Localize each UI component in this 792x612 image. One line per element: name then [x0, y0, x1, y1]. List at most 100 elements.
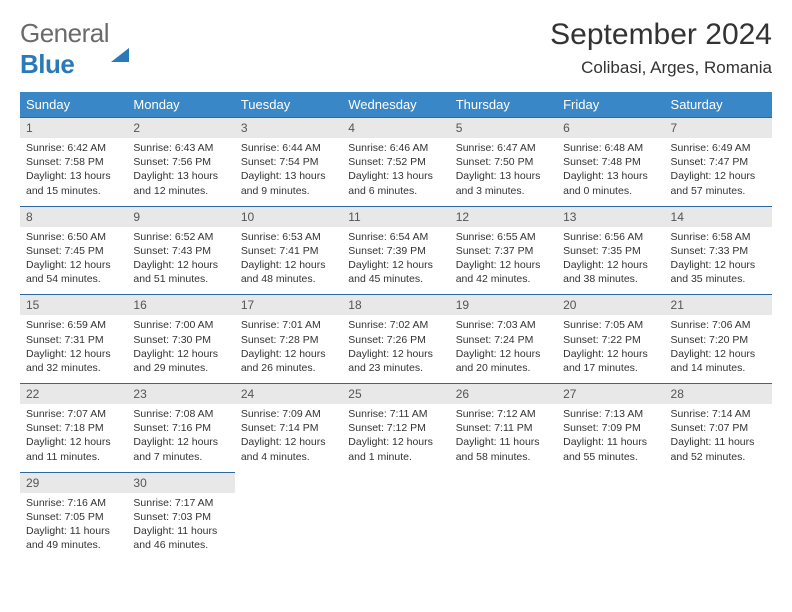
daylight-text: Daylight: 13 hours and 12 minutes.: [133, 169, 228, 197]
sunrise-text: Sunrise: 7:02 AM: [348, 318, 443, 332]
day-content-cell: Sunrise: 7:07 AMSunset: 7:18 PMDaylight:…: [20, 404, 127, 472]
sunrise-text: Sunrise: 6:58 AM: [671, 230, 766, 244]
sunset-text: Sunset: 7:05 PM: [26, 510, 121, 524]
sunset-text: Sunset: 7:09 PM: [563, 421, 658, 435]
daylight-text: Daylight: 12 hours and 45 minutes.: [348, 258, 443, 286]
day-content-cell: Sunrise: 7:17 AMSunset: 7:03 PMDaylight:…: [127, 493, 234, 561]
sunset-text: Sunset: 7:24 PM: [456, 333, 551, 347]
day-content-cell: Sunrise: 7:05 AMSunset: 7:22 PMDaylight:…: [557, 315, 664, 383]
day-number-cell: 23: [127, 384, 234, 405]
day-number-cell: 5: [450, 118, 557, 139]
day-number-cell: 7: [665, 118, 772, 139]
daylight-text: Daylight: 12 hours and 14 minutes.: [671, 347, 766, 375]
day-number-cell: 9: [127, 206, 234, 227]
daylight-text: Daylight: 11 hours and 55 minutes.: [563, 435, 658, 463]
sunset-text: Sunset: 7:35 PM: [563, 244, 658, 258]
day-number-cell: 18: [342, 295, 449, 316]
sunrise-text: Sunrise: 6:49 AM: [671, 141, 766, 155]
day-content-cell: Sunrise: 6:52 AMSunset: 7:43 PMDaylight:…: [127, 227, 234, 295]
daylight-text: Daylight: 13 hours and 6 minutes.: [348, 169, 443, 197]
sunset-text: Sunset: 7:20 PM: [671, 333, 766, 347]
sunrise-text: Sunrise: 6:59 AM: [26, 318, 121, 332]
daylight-text: Daylight: 12 hours and 1 minute.: [348, 435, 443, 463]
daylight-text: Daylight: 12 hours and 29 minutes.: [133, 347, 228, 375]
weekday-header: Wednesday: [342, 92, 449, 118]
day-number-cell: 3: [235, 118, 342, 139]
day-number-cell: 15: [20, 295, 127, 316]
daylight-text: Daylight: 12 hours and 42 minutes.: [456, 258, 551, 286]
sunset-text: Sunset: 7:56 PM: [133, 155, 228, 169]
day-content-cell: Sunrise: 7:12 AMSunset: 7:11 PMDaylight:…: [450, 404, 557, 472]
header: General Blue September 2024 Colibasi, Ar…: [20, 18, 772, 80]
daylight-text: Daylight: 11 hours and 49 minutes.: [26, 524, 121, 552]
sunrise-text: Sunrise: 6:50 AM: [26, 230, 121, 244]
sunrise-text: Sunrise: 7:07 AM: [26, 407, 121, 421]
day-number-cell: 21: [665, 295, 772, 316]
day-number-cell: 2: [127, 118, 234, 139]
daylight-text: Daylight: 13 hours and 3 minutes.: [456, 169, 551, 197]
sunrise-text: Sunrise: 6:52 AM: [133, 230, 228, 244]
day-number-cell: 17: [235, 295, 342, 316]
day-content-cell: Sunrise: 6:56 AMSunset: 7:35 PMDaylight:…: [557, 227, 664, 295]
calendar-table: SundayMondayTuesdayWednesdayThursdayFrid…: [20, 92, 772, 560]
day-number-cell: 27: [557, 384, 664, 405]
daylight-text: Daylight: 12 hours and 17 minutes.: [563, 347, 658, 375]
day-content-cell: [665, 493, 772, 561]
sunrise-text: Sunrise: 7:01 AM: [241, 318, 336, 332]
day-content-cell: [450, 493, 557, 561]
sunset-text: Sunset: 7:33 PM: [671, 244, 766, 258]
daylight-text: Daylight: 12 hours and 4 minutes.: [241, 435, 336, 463]
day-content-cell: Sunrise: 6:53 AMSunset: 7:41 PMDaylight:…: [235, 227, 342, 295]
sunrise-text: Sunrise: 6:42 AM: [26, 141, 121, 155]
day-content-cell: Sunrise: 6:54 AMSunset: 7:39 PMDaylight:…: [342, 227, 449, 295]
day-content-cell: Sunrise: 6:43 AMSunset: 7:56 PMDaylight:…: [127, 138, 234, 206]
day-content-row: Sunrise: 7:07 AMSunset: 7:18 PMDaylight:…: [20, 404, 772, 472]
sunrise-text: Sunrise: 7:08 AM: [133, 407, 228, 421]
day-content-row: Sunrise: 6:59 AMSunset: 7:31 PMDaylight:…: [20, 315, 772, 383]
day-number-row: 2930: [20, 472, 772, 493]
day-number-cell: 11: [342, 206, 449, 227]
day-number-cell: [235, 472, 342, 493]
sunrise-text: Sunrise: 7:12 AM: [456, 407, 551, 421]
day-content-cell: Sunrise: 7:09 AMSunset: 7:14 PMDaylight:…: [235, 404, 342, 472]
sunset-text: Sunset: 7:28 PM: [241, 333, 336, 347]
day-number-cell: 28: [665, 384, 772, 405]
weekday-header: Saturday: [665, 92, 772, 118]
sunset-text: Sunset: 7:37 PM: [456, 244, 551, 258]
sunrise-text: Sunrise: 7:11 AM: [348, 407, 443, 421]
day-number-cell: 25: [342, 384, 449, 405]
daylight-text: Daylight: 12 hours and 20 minutes.: [456, 347, 551, 375]
day-content-cell: Sunrise: 7:08 AMSunset: 7:16 PMDaylight:…: [127, 404, 234, 472]
day-number-cell: 13: [557, 206, 664, 227]
daylight-text: Daylight: 12 hours and 54 minutes.: [26, 258, 121, 286]
daylight-text: Daylight: 12 hours and 38 minutes.: [563, 258, 658, 286]
sunrise-text: Sunrise: 6:43 AM: [133, 141, 228, 155]
day-number-cell: 14: [665, 206, 772, 227]
sunset-text: Sunset: 7:58 PM: [26, 155, 121, 169]
day-number-cell: [342, 472, 449, 493]
day-content-cell: Sunrise: 6:48 AMSunset: 7:48 PMDaylight:…: [557, 138, 664, 206]
day-content-cell: Sunrise: 7:06 AMSunset: 7:20 PMDaylight:…: [665, 315, 772, 383]
weekday-header: Sunday: [20, 92, 127, 118]
sunrise-text: Sunrise: 7:17 AM: [133, 496, 228, 510]
day-content-cell: Sunrise: 7:13 AMSunset: 7:09 PMDaylight:…: [557, 404, 664, 472]
day-number-cell: 1: [20, 118, 127, 139]
sunset-text: Sunset: 7:31 PM: [26, 333, 121, 347]
day-content-cell: Sunrise: 6:42 AMSunset: 7:58 PMDaylight:…: [20, 138, 127, 206]
daylight-text: Daylight: 13 hours and 15 minutes.: [26, 169, 121, 197]
sunset-text: Sunset: 7:45 PM: [26, 244, 121, 258]
day-content-cell: Sunrise: 6:55 AMSunset: 7:37 PMDaylight:…: [450, 227, 557, 295]
daylight-text: Daylight: 12 hours and 23 minutes.: [348, 347, 443, 375]
daylight-text: Daylight: 12 hours and 57 minutes.: [671, 169, 766, 197]
daylight-text: Daylight: 12 hours and 32 minutes.: [26, 347, 121, 375]
location: Colibasi, Arges, Romania: [550, 58, 772, 78]
day-number-cell: 4: [342, 118, 449, 139]
sunrise-text: Sunrise: 6:46 AM: [348, 141, 443, 155]
sunrise-text: Sunrise: 7:14 AM: [671, 407, 766, 421]
sunrise-text: Sunrise: 6:55 AM: [456, 230, 551, 244]
logo-wedge-icon: [111, 18, 129, 62]
daylight-text: Daylight: 12 hours and 26 minutes.: [241, 347, 336, 375]
daylight-text: Daylight: 13 hours and 0 minutes.: [563, 169, 658, 197]
brand-part1: General: [20, 18, 109, 48]
sunrise-text: Sunrise: 6:48 AM: [563, 141, 658, 155]
